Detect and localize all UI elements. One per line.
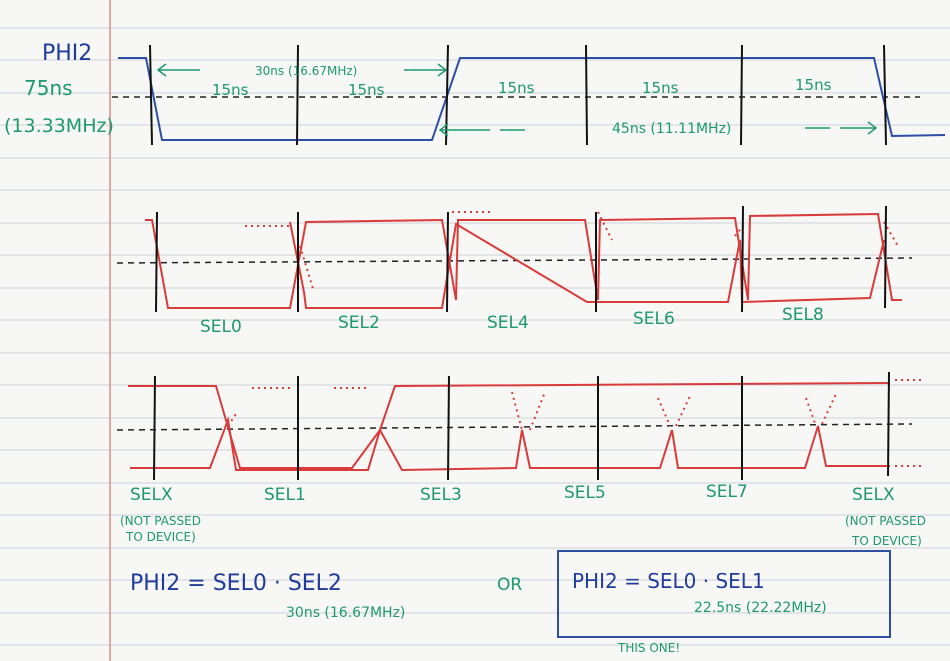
select-label: SEL5	[564, 483, 606, 503]
frequency: (13.33MHz)	[4, 115, 114, 137]
half-period: 15ns	[212, 81, 249, 99]
select-label: SEL6	[633, 309, 675, 329]
note: TO DEVICE)	[851, 534, 922, 548]
note: (NOT PASSED	[120, 514, 201, 528]
signal-label: PHI2	[42, 41, 92, 66]
span-label: 30ns (16.67MHz)	[255, 64, 357, 78]
even-select-waveforms	[116, 205, 913, 313]
select-label: SEL7	[706, 482, 748, 502]
span-label: 45ns (11.11MHz)	[612, 121, 731, 137]
choice-note: THIS ONE!	[617, 641, 680, 655]
note: TO DEVICE)	[125, 530, 196, 544]
select-label: SEL1	[264, 485, 306, 505]
equation: PHI2 = SEL0 · SEL1	[572, 569, 765, 593]
selection-box	[557, 550, 891, 638]
half-period: 15ns	[348, 81, 385, 99]
equation: PHI2 = SEL0 · SEL2	[130, 571, 342, 596]
odd-select-waveforms	[116, 371, 925, 481]
select-label: SEL2	[338, 313, 380, 333]
half-period: 15ns	[795, 76, 832, 94]
select-label: SELX	[130, 485, 173, 505]
select-label: SEL4	[487, 313, 529, 333]
select-label: SEL3	[420, 485, 462, 505]
select-label: SEL8	[782, 305, 824, 325]
phi2-waveform	[112, 44, 946, 146]
select-label: SEL0	[200, 317, 242, 337]
equation-timing: 30ns (16.67MHz)	[286, 605, 405, 621]
period: 75ns	[24, 76, 73, 100]
half-period: 15ns	[498, 79, 535, 97]
connector: OR	[497, 575, 522, 595]
select-label: SELX	[852, 485, 895, 505]
paper	[0, 27, 950, 646]
half-period: 15ns	[642, 79, 679, 97]
note: (NOT PASSED	[845, 514, 926, 528]
equation-timing: 22.5ns (22.22MHz)	[694, 600, 827, 616]
